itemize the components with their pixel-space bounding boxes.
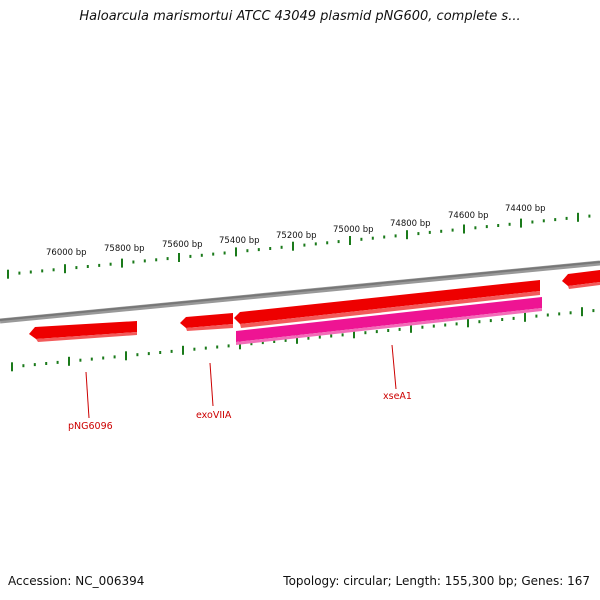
gene-arrow-right-edge-shadow: [568, 282, 600, 289]
gene-label-leaders: [85, 344, 397, 419]
gene-label-exoVIIA[interactable]: exoVIIA: [196, 410, 232, 421]
scale-label: 76000 bp: [46, 248, 87, 258]
gene-arrow-upstream[interactable]: [234, 280, 540, 324]
gene-arrow-exoVIIA-shadow: [186, 324, 233, 331]
inner-scale-ticks: [11, 307, 595, 372]
gene-features: [29, 270, 600, 345]
gene-arrow-xseA1-shadow: [236, 308, 542, 345]
scale-label: 74800 bp: [390, 219, 431, 229]
gene-arrow-pNG6096[interactable]: [29, 321, 137, 339]
gene-arrow-right-edge[interactable]: [562, 270, 600, 286]
gene-arrow-exoVIIA[interactable]: [180, 313, 233, 328]
leader-pNG6096: [85, 371, 90, 419]
scale-label: 75400 bp: [219, 236, 260, 246]
scale-label: 75800 bp: [104, 244, 145, 254]
gene-labels: pNG6096 exoVIIA xseA1: [68, 391, 412, 432]
scale-label: 75200 bp: [276, 231, 317, 241]
scale-label: 75000 bp: [333, 225, 374, 235]
scale-labels: 76000 bp 75800 bp 75600 bp 75400 bp 7520…: [46, 204, 546, 258]
leader-exoVIIA: [209, 362, 214, 407]
gene-label-pNG6096[interactable]: pNG6096: [68, 421, 113, 432]
map-title: Haloarcula marismortui ATCC 43049 plasmi…: [79, 9, 521, 24]
gene-arrow-xseA1[interactable]: [236, 297, 542, 342]
scale-label: 74600 bp: [448, 211, 489, 221]
gene-arrow-upstream-shadow: [240, 291, 540, 328]
plasmid-backbone-highlight: [0, 261, 600, 321]
leader-xseA1: [391, 344, 397, 390]
genome-summary-text: Topology: circular; Length: 155,300 bp; …: [283, 574, 590, 588]
gene-arrow-pNG6096-shadow: [36, 332, 137, 342]
scale-label: 74400 bp: [505, 204, 546, 214]
scale-label: 75600 bp: [162, 240, 203, 250]
accession-text: Accession: NC_006394: [8, 574, 145, 588]
gene-label-xseA1[interactable]: xseA1: [383, 391, 412, 402]
outer-scale-ticks: [7, 212, 591, 279]
